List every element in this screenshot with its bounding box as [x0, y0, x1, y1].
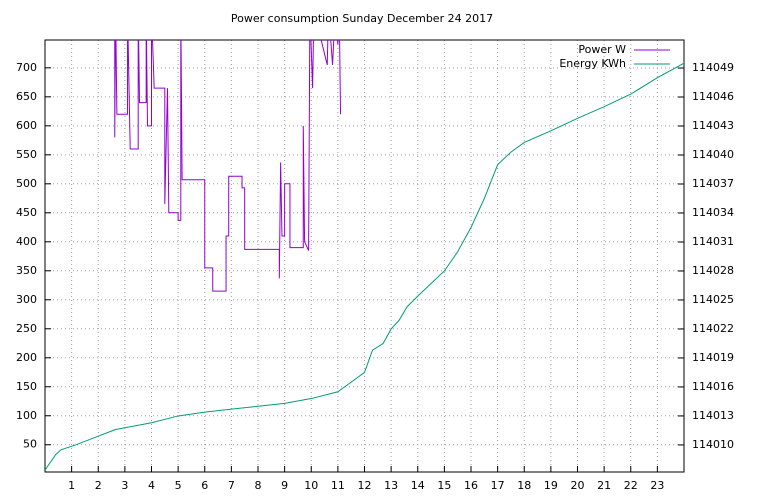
y2-tick-label: 114037 — [692, 177, 734, 190]
y2-tick-label: 114028 — [692, 264, 734, 277]
y-tick-label: 350 — [16, 264, 37, 277]
x-tick-label: 14 — [411, 479, 425, 492]
x-tick-label: 1 — [68, 479, 75, 492]
x-tick-label: 9 — [281, 479, 288, 492]
x-tick-label: 10 — [304, 479, 318, 492]
y-tick-label: 400 — [16, 235, 37, 248]
y2-tick-label: 114025 — [692, 293, 734, 306]
y2-tick-label: 114034 — [692, 206, 734, 219]
x-tick-label: 15 — [437, 479, 451, 492]
x-tick-label: 17 — [491, 479, 505, 492]
y2-tick-label: 114046 — [692, 90, 734, 103]
y2-tick-label: 114010 — [692, 438, 734, 451]
y-tick-label: 100 — [16, 409, 37, 422]
x-tick-label: 12 — [358, 479, 372, 492]
x-tick-label: 18 — [517, 479, 531, 492]
x-tick-label: 6 — [201, 479, 208, 492]
y2-tick-label: 114031 — [692, 235, 734, 248]
y2-tick-label: 114013 — [692, 409, 734, 422]
y-tick-label: 200 — [16, 351, 37, 364]
y-tick-label: 650 — [16, 90, 37, 103]
x-tick-label: 23 — [650, 479, 664, 492]
y-tick-label: 450 — [16, 206, 37, 219]
x-tick-label: 19 — [544, 479, 558, 492]
y2-tick-label: 114016 — [692, 380, 734, 393]
x-tick-label: 21 — [597, 479, 611, 492]
plot-area — [45, 40, 684, 471]
x-tick-label: 13 — [384, 479, 398, 492]
x-tick-label: 20 — [571, 479, 585, 492]
y-tick-label: 700 — [16, 61, 37, 74]
y-tick-label: 550 — [16, 148, 37, 161]
x-tick-label: 2 — [95, 479, 102, 492]
x-tick-label: 7 — [228, 479, 235, 492]
y2-tick-label: 114019 — [692, 351, 734, 364]
y2-tick-label: 114043 — [692, 119, 734, 132]
legend-label: Power W — [578, 43, 626, 56]
x-tick-label: 16 — [464, 479, 478, 492]
chart-title: Power consumption Sunday December 24 201… — [231, 12, 493, 25]
plot-frame — [44, 39, 685, 473]
x-tick-label: 22 — [624, 479, 638, 492]
y-tick-label: 500 — [16, 177, 37, 190]
x-tick-label: 3 — [121, 479, 128, 492]
series-line — [45, 62, 684, 471]
legend-label: Energy KWh — [559, 57, 626, 70]
y-tick-label: 50 — [23, 438, 37, 451]
x-tick-label: 8 — [255, 479, 262, 492]
y2-tick-label: 114022 — [692, 322, 734, 335]
x-tick-label: 11 — [331, 479, 345, 492]
y-tick-label: 250 — [16, 322, 37, 335]
x-tick-label: 5 — [175, 479, 182, 492]
series-line — [114, 40, 342, 292]
y-tick-label: 300 — [16, 293, 37, 306]
y-tick-label: 600 — [16, 119, 37, 132]
y2-tick-label: 114049 — [692, 61, 734, 74]
x-tick-label: 4 — [148, 479, 155, 492]
y2-tick-label: 114040 — [692, 148, 734, 161]
y-tick-label: 150 — [16, 380, 37, 393]
